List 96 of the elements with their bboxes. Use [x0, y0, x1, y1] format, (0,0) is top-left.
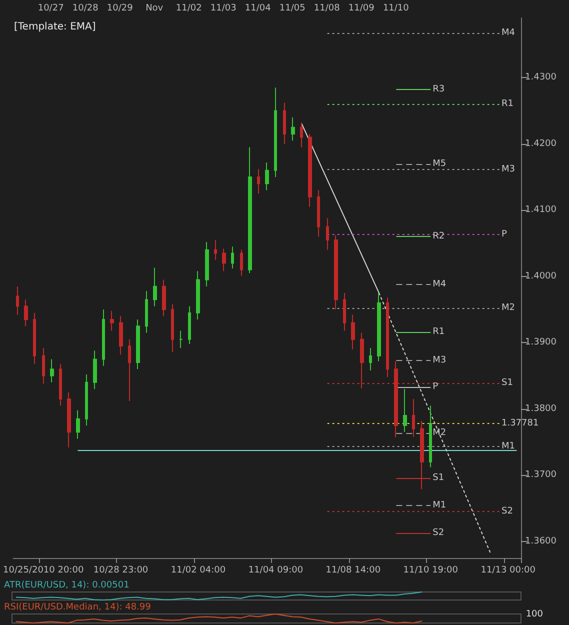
ref-line-label: M1 — [432, 500, 446, 511]
text: Nov — [146, 4, 164, 14]
candlestick — [351, 314, 355, 350]
y-tick-label: 1.4200 — [525, 138, 557, 149]
candlestick — [429, 405, 432, 468]
ref-line-label: M2 — [501, 303, 515, 314]
text: 11/02 — [176, 4, 202, 14]
text: 11/05 — [279, 4, 306, 14]
candlestick — [412, 398, 415, 438]
candlestick — [153, 267, 157, 307]
chart-title: ATR(EUR/USD, 14): 0.00501 — [4, 580, 130, 590]
candlestick — [196, 270, 200, 320]
candlestick — [128, 338, 131, 402]
y-tick-label: 1.3700 — [525, 470, 557, 480]
candlestick — [33, 312, 36, 364]
ref-line-label: S2 — [432, 528, 444, 538]
text: 11/10 — [382, 4, 410, 14]
x-tick-label: 11/10 19:00 — [403, 566, 458, 576]
text: 100 — [526, 610, 544, 620]
ref-line-label: R3 — [432, 84, 445, 95]
x-tick-label: 10/25/2010 20:00 — [2, 566, 84, 576]
candlestick — [317, 190, 320, 238]
y-tick-label: 1.3600 — [525, 536, 557, 546]
candlestick — [248, 146, 252, 274]
candlestick — [369, 347, 372, 371]
y-tick-label: 1.3800 — [525, 404, 557, 414]
candlestick — [93, 350, 97, 390]
candlestick — [265, 162, 269, 191]
ref-line-label: M4 — [432, 279, 446, 290]
ref-line-label: S1 — [501, 378, 513, 388]
ref-line-label: M3 — [432, 356, 446, 366]
candlestick — [16, 286, 19, 316]
candlestick — [231, 246, 234, 269]
y-tick-label: 1.4100 — [525, 205, 557, 216]
candlestick — [42, 347, 45, 384]
x-tick-label: 11/02 04:00 — [170, 566, 226, 576]
candlestick — [24, 299, 28, 327]
candlestick — [283, 102, 286, 144]
candlestick — [145, 290, 148, 334]
ref-line-label: M5 — [432, 158, 446, 169]
x-tick-label: 11/08 14:00 — [326, 566, 381, 576]
ref-line-label: M4 — [501, 28, 516, 38]
y-tick-label: 1.4000 — [525, 271, 557, 282]
candlestick — [85, 374, 88, 426]
candlestick — [274, 87, 277, 178]
candlestick — [377, 292, 381, 362]
text: 11/09 — [348, 4, 375, 14]
candlestick — [334, 234, 338, 310]
candlestick — [222, 248, 226, 272]
ref-line-label: 1.37781 — [501, 418, 539, 428]
candlestick — [110, 310, 114, 332]
candlestick — [240, 249, 243, 276]
candlestick — [343, 292, 346, 332]
ref-line-label: R1 — [432, 327, 445, 338]
candlestick — [326, 218, 329, 250]
chart-title: RSI(EUR/USD.Median, 14): 48.99 — [4, 602, 152, 612]
text: 11/04 — [244, 4, 272, 14]
candlestick — [136, 318, 140, 370]
ref-line-label: S2 — [501, 506, 513, 517]
candlestick — [300, 122, 303, 148]
y-tick-label: 1.4300 — [525, 72, 557, 83]
ref-line-label: S1 — [432, 472, 444, 483]
candlestick — [386, 297, 389, 378]
ref-line-label: P — [432, 382, 439, 392]
candlestick — [308, 133, 312, 208]
x-tick-label: 11/04 09:00 — [248, 566, 304, 576]
text: 10/29 — [106, 4, 134, 14]
ref-line-label: M1 — [501, 442, 515, 452]
candlestick — [162, 279, 166, 317]
text: 11/08 — [314, 4, 340, 14]
x-tick-label: 10/28 23:00 — [93, 566, 148, 576]
annotation: [Template: EMA] — [14, 22, 96, 32]
candlestick — [291, 116, 295, 142]
candlestick — [257, 168, 260, 194]
ref-line-label: R2 — [432, 232, 445, 242]
x-tick-label: 11/13 00:00 — [480, 566, 536, 576]
text: 10/27 — [38, 4, 64, 14]
y-tick-label: 1.3900 — [525, 338, 557, 348]
ref-line-label: M2 — [432, 428, 446, 438]
candlestick — [188, 306, 191, 344]
candlestick — [50, 358, 54, 383]
ref-line-label: M3 — [501, 164, 515, 175]
ref-line-label: P — [501, 230, 508, 240]
candlestick — [403, 388, 407, 433]
candlestick — [171, 304, 174, 352]
candlestick — [205, 241, 209, 287]
text: 10/28 — [72, 4, 99, 14]
candlestick — [102, 309, 105, 366]
text: 11/03 — [210, 4, 236, 14]
ref-line-label: R1 — [501, 99, 514, 110]
candlestick — [76, 410, 80, 440]
candlestick — [119, 316, 123, 356]
candlestick — [59, 363, 62, 406]
candlestick — [214, 239, 217, 260]
candlestick — [179, 330, 183, 348]
candlestick — [67, 392, 71, 448]
